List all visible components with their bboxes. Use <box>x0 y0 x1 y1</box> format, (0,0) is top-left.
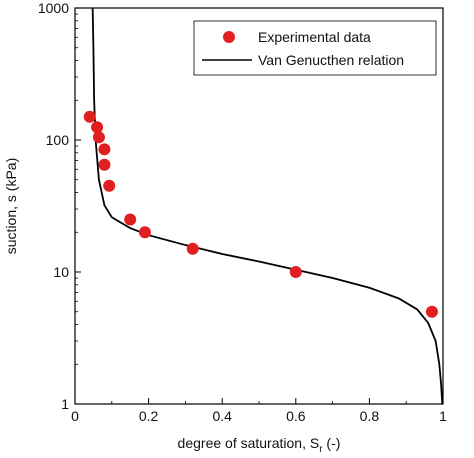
experimental-data-point <box>92 131 105 144</box>
experimental-data-point <box>425 305 438 318</box>
y-tick-label: 1000 <box>38 0 69 16</box>
legend-label-experimental: Experimental data <box>258 29 371 45</box>
experimental-data-point <box>289 266 302 278</box>
experimental-points-layer <box>83 110 438 318</box>
x-axis-label-subscript: r <box>319 444 323 455</box>
x-tick-label: 1 <box>439 408 447 424</box>
x-tick-label: 0.8 <box>360 408 380 424</box>
y-tick-label: 10 <box>53 264 69 280</box>
x-axis-label-suffix: (-) <box>323 435 341 451</box>
legend-box <box>193 20 437 76</box>
experimental-data-point <box>98 158 111 171</box>
experimental-data-point <box>138 226 151 239</box>
x-tick-label: 0.2 <box>139 408 159 424</box>
experimental-data-point <box>124 213 137 226</box>
x-axis-label: degree of saturation, Sr (-) <box>178 435 341 455</box>
experimental-data-point <box>83 110 96 123</box>
legend-marker-experimental <box>223 31 235 43</box>
x-tick-label: 0.6 <box>286 408 306 424</box>
legend-label-van-genuchten: Van Genucthen relation <box>258 52 404 68</box>
x-axis-label-main: degree of saturation, S <box>178 435 320 451</box>
experimental-data-point <box>103 179 116 192</box>
axis-ticks: 0 0.2 0.4 0.6 0.8 1 1 10 100 1000 <box>38 0 447 424</box>
x-tick-label: 0.4 <box>212 408 232 424</box>
x-tick-label: 0 <box>71 408 79 424</box>
experimental-data-point <box>186 242 199 255</box>
experimental-data-point <box>98 143 111 156</box>
van-genuchten-curve <box>91 7 444 405</box>
y-tick-label: 1 <box>61 396 69 412</box>
y-tick-label: 100 <box>46 132 70 148</box>
van-genuchten-layer <box>91 7 444 405</box>
experimental-data-point <box>91 121 104 134</box>
legend: Experimental data Van Genucthen relation <box>193 20 437 76</box>
y-axis-label: suction, s (kPa) <box>3 158 19 254</box>
